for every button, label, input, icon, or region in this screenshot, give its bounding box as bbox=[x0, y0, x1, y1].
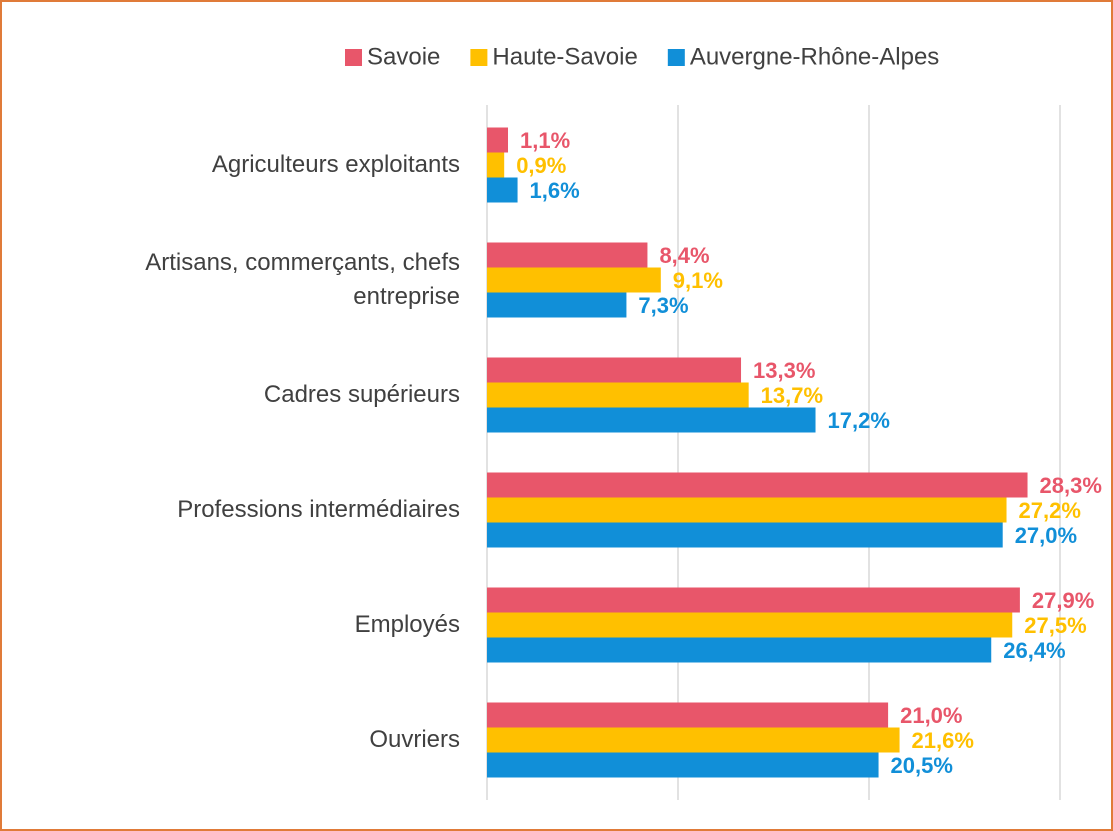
bar bbox=[487, 267, 661, 293]
data-label: 9,1% bbox=[673, 268, 723, 293]
bar bbox=[487, 752, 879, 778]
bar bbox=[487, 612, 1013, 638]
category-label: Employés bbox=[354, 611, 460, 638]
legend-label: Auvergne-Rhône-Alpes bbox=[690, 43, 939, 70]
bar bbox=[487, 127, 509, 153]
legend-swatch bbox=[470, 49, 488, 66]
legend-label: Haute-Savoie bbox=[492, 43, 637, 70]
data-label: 27,2% bbox=[1019, 498, 1081, 523]
data-label: 26,4% bbox=[1003, 638, 1065, 663]
bar bbox=[487, 292, 627, 318]
bar bbox=[487, 637, 992, 663]
bar bbox=[487, 407, 816, 433]
data-label: 0,9% bbox=[516, 153, 566, 178]
bar bbox=[487, 472, 1028, 498]
data-label: 13,3% bbox=[753, 358, 815, 383]
category-label: Artisans, commerçants, chefs entreprise bbox=[145, 249, 460, 310]
bar bbox=[487, 727, 900, 753]
data-label: 21,0% bbox=[900, 703, 962, 728]
data-label: 21,6% bbox=[912, 728, 974, 753]
bar bbox=[487, 587, 1020, 613]
category-label: Professions intermédiaires bbox=[177, 496, 460, 523]
data-label: 17,2% bbox=[828, 408, 890, 433]
bar bbox=[487, 242, 648, 268]
category-label: Cadres supérieurs bbox=[263, 381, 460, 408]
data-label: 27,0% bbox=[1015, 523, 1077, 548]
bar bbox=[487, 152, 505, 178]
data-label: 13,7% bbox=[761, 383, 823, 408]
bar bbox=[487, 702, 889, 728]
data-label: 1,6% bbox=[530, 178, 580, 203]
bar bbox=[487, 382, 749, 408]
data-label: 1,1% bbox=[520, 128, 570, 153]
bar bbox=[487, 522, 1003, 548]
bar bbox=[487, 357, 742, 383]
category-label: Ouvriers bbox=[369, 726, 460, 753]
legend-swatch bbox=[667, 49, 685, 66]
data-label: 7,3% bbox=[638, 293, 688, 318]
data-label: 28,3% bbox=[1040, 473, 1102, 498]
data-label: 27,9% bbox=[1032, 588, 1094, 613]
bar bbox=[487, 497, 1007, 523]
data-label: 8,4% bbox=[659, 243, 709, 268]
data-label: 27,5% bbox=[1024, 613, 1086, 638]
data-label: 20,5% bbox=[891, 753, 953, 778]
legend-label: Savoie bbox=[367, 43, 440, 70]
category-label: Agriculteurs exploitants bbox=[211, 151, 460, 178]
legend-swatch bbox=[345, 49, 362, 66]
bar bbox=[487, 177, 518, 203]
